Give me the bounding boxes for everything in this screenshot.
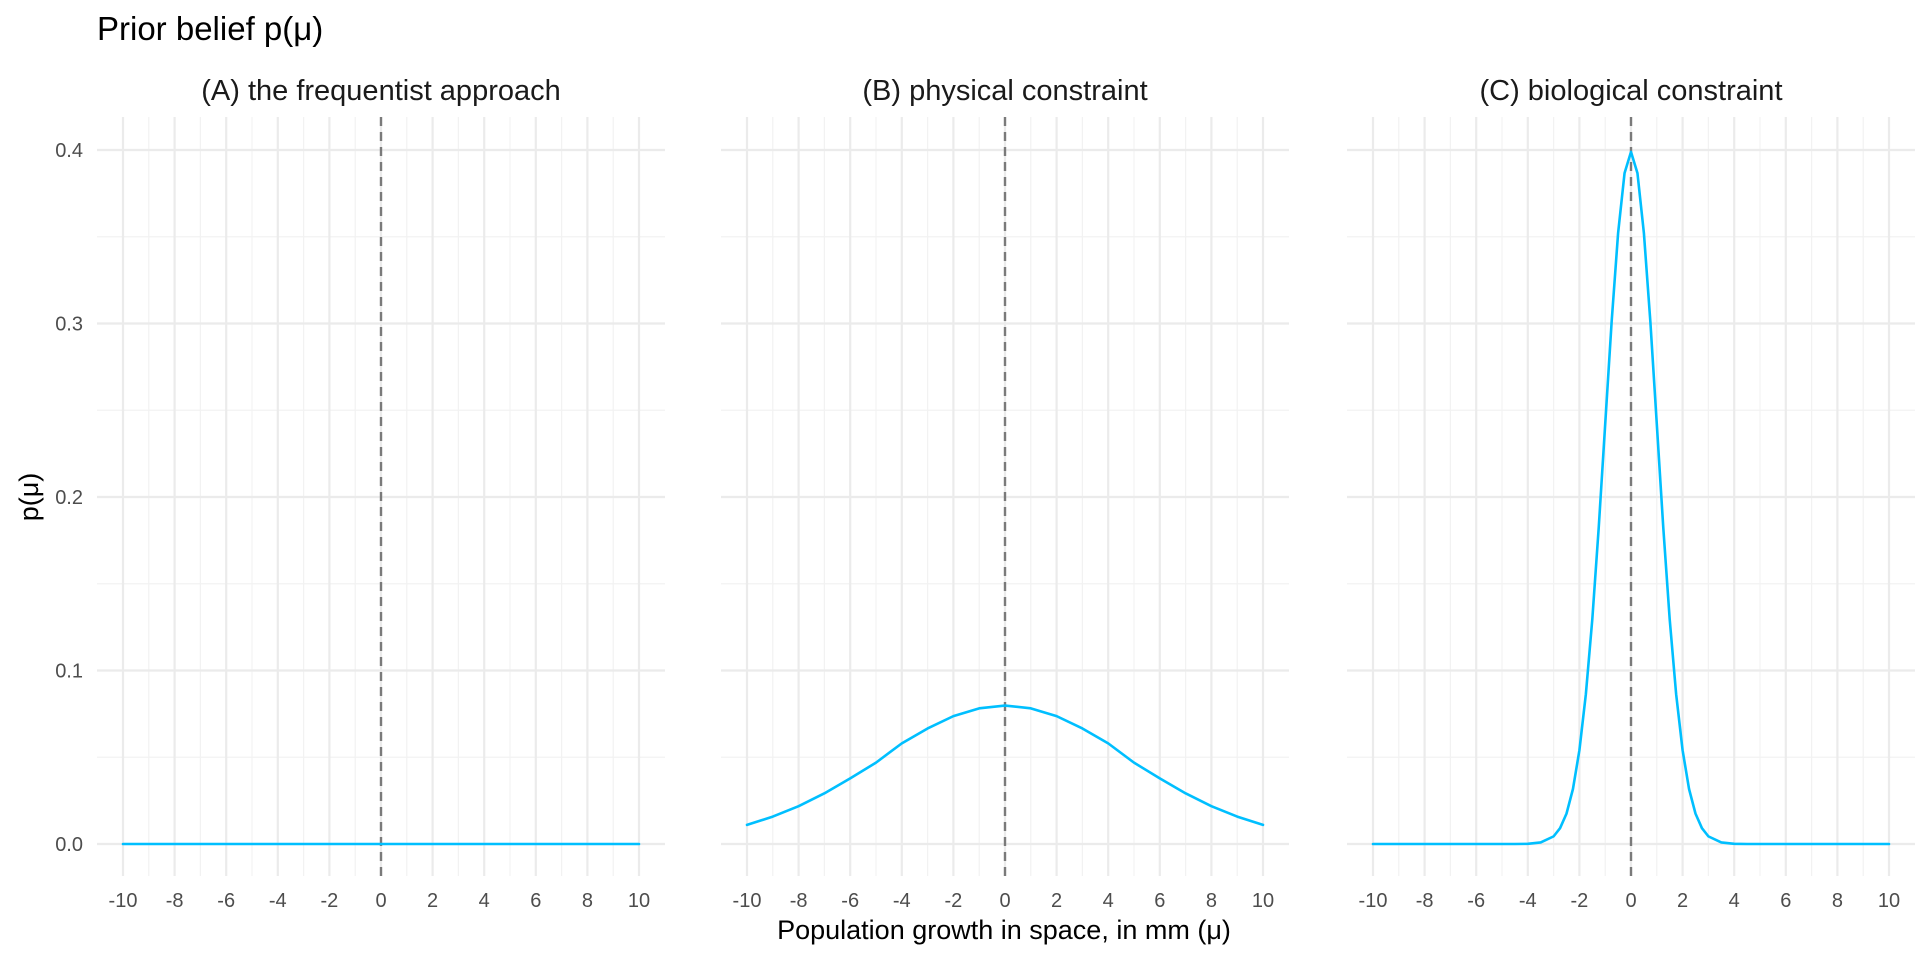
- x-tick-label: -6: [841, 890, 859, 912]
- x-tick-label: -6: [217, 890, 235, 912]
- x-tick-label: 0: [375, 890, 386, 912]
- x-tick-label: -8: [166, 890, 184, 912]
- x-tick-label: 2: [1051, 890, 1062, 912]
- facet-panel-2: (B) physical constraint -10 -8 -6 -4 -2 0 2 4 6 8 1…: [721, 75, 1289, 912]
- facet-panels: (A) the frequentist approach -10 -8 -6 -4 -2 0…: [55, 75, 1915, 912]
- x-tick-label: -2: [321, 890, 339, 912]
- x-tick-label: 8: [1832, 890, 1843, 912]
- density-series-line: [745, 704, 1265, 827]
- x-tick-label: 4: [479, 890, 490, 912]
- y-tick-label: 0.2: [55, 487, 83, 509]
- x-tick-label: -2: [945, 890, 963, 912]
- y-axis-title: p(μ): [14, 473, 44, 522]
- y-tick-label: 0.4: [55, 140, 83, 162]
- x-tick-label: -10: [1359, 890, 1388, 912]
- x-tick-label: -10: [109, 890, 138, 912]
- x-tick-label: 4: [1103, 890, 1114, 912]
- x-tick-label: -4: [269, 890, 287, 912]
- x-tick-label: 4: [1729, 890, 1740, 912]
- x-tick-label: 6: [1154, 890, 1165, 912]
- x-tick-label: 6: [530, 890, 541, 912]
- y-tick-label: 0.0: [55, 834, 83, 856]
- x-tick-label: 0: [999, 890, 1010, 912]
- density-series-line: [1371, 150, 1891, 846]
- x-tick-label: -4: [893, 890, 911, 912]
- x-tick-label: 8: [1206, 890, 1217, 912]
- facet-title: (A) the frequentist approach: [201, 75, 560, 107]
- x-tick-label: 2: [427, 890, 438, 912]
- x-tick-label: -8: [790, 890, 808, 912]
- facet-panel-1: (A) the frequentist approach -10 -8 -6 -4 -2 0…: [55, 75, 665, 912]
- y-tick-label: 0.1: [55, 661, 83, 683]
- facet-panel-3: (C) biological constraint -10 -8 -6 -4 -2 0 2 4 6…: [1347, 75, 1915, 912]
- x-tick-label: 0: [1625, 890, 1636, 912]
- x-tick-label: 2: [1677, 890, 1688, 912]
- x-tick-label: 10: [1252, 890, 1274, 912]
- x-axis-title: Population growth in space, in mm (μ): [777, 915, 1231, 945]
- y-tick-label: 0.3: [55, 314, 83, 336]
- x-tick-label: -6: [1467, 890, 1485, 912]
- x-tick-label: -10: [733, 890, 762, 912]
- facet-title: (C) biological constraint: [1479, 75, 1782, 107]
- x-tick-label: 8: [582, 890, 593, 912]
- facet-title: (B) physical constraint: [862, 75, 1147, 107]
- x-tick-label: 6: [1780, 890, 1791, 912]
- chart-title: Prior belief p(μ): [97, 10, 323, 47]
- x-tick-label: 10: [1878, 890, 1900, 912]
- x-tick-label: -2: [1571, 890, 1589, 912]
- x-tick-label: -8: [1416, 890, 1434, 912]
- x-tick-label: -4: [1519, 890, 1537, 912]
- x-tick-label: 10: [628, 890, 650, 912]
